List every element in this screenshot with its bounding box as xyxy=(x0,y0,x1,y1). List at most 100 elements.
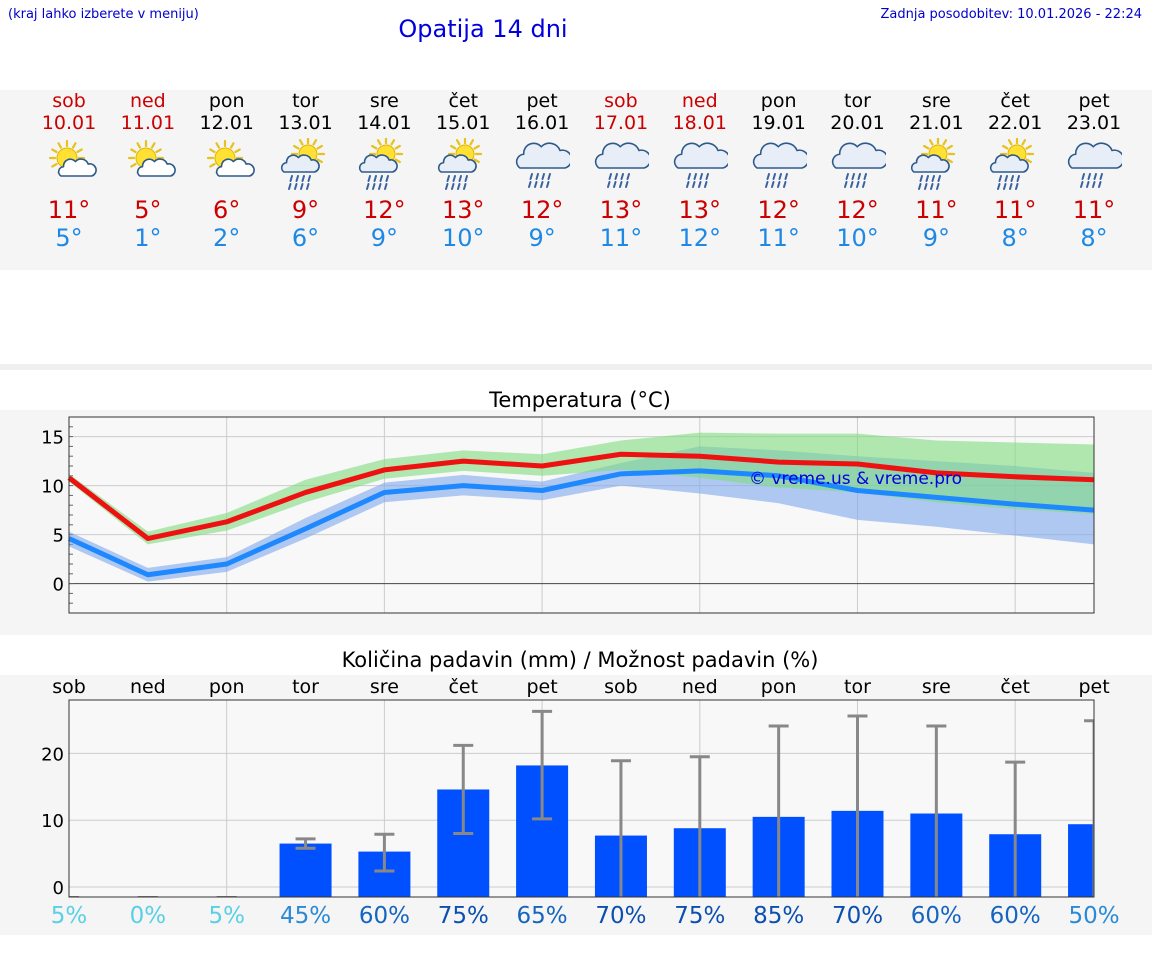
max-temperature: 11° xyxy=(1072,196,1116,224)
precip-chance: 75% xyxy=(437,903,489,929)
cloud-rain-icon xyxy=(673,142,728,188)
precip-chance: 60% xyxy=(358,903,410,929)
precip-day-label: pon xyxy=(209,676,245,698)
day-name: čet xyxy=(1000,90,1030,112)
precip-chance: 65% xyxy=(516,903,568,929)
sun-cloud-rain-icon xyxy=(280,138,325,190)
min-temperature: 8° xyxy=(1080,224,1108,252)
day-name: sre xyxy=(369,90,399,112)
y-tick-label: 0 xyxy=(53,878,64,899)
y-tick-label: 15 xyxy=(41,428,64,449)
max-temperature: 12° xyxy=(836,196,879,224)
day-name: ned xyxy=(681,90,718,112)
day-date: 13.01 xyxy=(278,112,333,134)
forecast-day: sob 10.01 11° 5° xyxy=(30,90,108,252)
max-temperature: 6° xyxy=(213,196,241,224)
precip-chance: 60% xyxy=(989,903,1041,929)
forecast-day: čet 15.01 13° 10° xyxy=(424,90,502,252)
precip-day-label: sre xyxy=(370,676,399,698)
precip-day-label: sob xyxy=(52,676,86,698)
precip-chance: 0% xyxy=(129,903,167,929)
last-updated: Zadnja posodobitev: 10.01.2026 - 22:24 xyxy=(880,7,1142,22)
precip-chance: 5% xyxy=(208,903,245,929)
min-temperature: 12° xyxy=(678,224,722,252)
forecast-day: sre 21.01 11° 9° xyxy=(897,90,975,252)
precip-chance: 45% xyxy=(279,903,332,929)
precip-day-label: pet xyxy=(1078,676,1109,698)
precip-chance: 60% xyxy=(910,903,962,929)
y-tick-label: 10 xyxy=(41,477,64,498)
precip-bar xyxy=(279,843,332,897)
precip-day-label: čet xyxy=(448,676,478,698)
precip-day-label: ned xyxy=(682,676,718,698)
day-name: tor xyxy=(292,90,319,112)
max-temperature: 12° xyxy=(757,196,800,224)
max-temperature: 12° xyxy=(363,196,406,224)
min-temperature: 1° xyxy=(134,224,162,252)
precip-chance: 5% xyxy=(50,903,88,929)
precip-day-label: tor xyxy=(844,676,871,698)
forecast-day: tor 20.01 12° 10° xyxy=(819,90,897,252)
min-temperature: 11° xyxy=(757,224,800,252)
min-temperature: 10° xyxy=(441,224,485,252)
day-name: sob xyxy=(52,90,86,112)
max-temperature: 13° xyxy=(599,196,643,224)
day-name: pet xyxy=(526,90,558,112)
day-date: 22.01 xyxy=(987,112,1043,134)
sun-cloud-rain-icon xyxy=(911,138,956,190)
cloud-rain-icon xyxy=(1067,142,1123,188)
max-temperature: 9° xyxy=(291,196,320,224)
precip-day-label: ned xyxy=(130,676,166,698)
day-name: čet xyxy=(448,90,479,112)
forecast-day: pet 16.01 12° 9° xyxy=(503,90,581,252)
forecast-day: pon 12.01 6° 2° xyxy=(188,90,266,252)
cloud-rain-icon xyxy=(594,142,649,188)
day-name: pet xyxy=(1078,90,1110,112)
day-name: sre xyxy=(921,90,951,112)
forecast-day: tor 13.01 9° 6° xyxy=(267,90,345,252)
cloud-rain-icon xyxy=(515,142,571,188)
max-temperature-line xyxy=(67,451,1095,542)
max-temperature: 12° xyxy=(520,196,564,224)
precip-day-label: tor xyxy=(292,676,319,698)
precip-chance: 70% xyxy=(595,903,647,929)
day-name: pon xyxy=(760,90,797,112)
precip-day-label: sob xyxy=(604,676,638,698)
day-name: sob xyxy=(604,90,638,112)
sun-cloud-rain-icon xyxy=(359,138,404,190)
precip-day-label: pet xyxy=(526,676,557,698)
day-date: 23.01 xyxy=(1066,112,1122,134)
max-temperature: 11° xyxy=(47,196,91,224)
min-temperature-line xyxy=(67,468,1095,578)
precip-bar xyxy=(1068,824,1094,897)
sun-cloud-icon xyxy=(127,139,176,177)
sun-cloud-icon xyxy=(206,139,255,177)
precip-chance: 85% xyxy=(753,903,805,929)
precipitation-chart-title: Količina padavin (mm) / Možnost padavin … xyxy=(341,648,819,672)
day-date: 12.01 xyxy=(199,112,254,134)
min-temperature: 2° xyxy=(213,224,241,252)
precip-chance: 75% xyxy=(674,903,726,929)
day-name: tor xyxy=(844,90,871,112)
sun-cloud-rain-icon xyxy=(438,138,483,190)
precip-day-label: sre xyxy=(922,676,951,698)
forecast-day: pet 23.01 11° 8° xyxy=(1055,90,1133,252)
temperature-chart-title: Temperatura (°C) xyxy=(489,388,671,412)
forecast-day: ned 18.01 13° 12° xyxy=(661,90,739,252)
y-tick-label: 5 xyxy=(53,526,64,547)
day-date: 16.01 xyxy=(514,112,570,134)
min-temperature: 8° xyxy=(1001,224,1029,252)
min-temperature: 9° xyxy=(528,224,556,252)
bar-group xyxy=(69,709,1094,897)
max-temperature: 13° xyxy=(678,196,722,224)
min-temperature: 10° xyxy=(836,224,879,252)
precip-day-label: pon xyxy=(761,676,797,698)
sun-cloud-icon xyxy=(48,139,97,177)
forecast-day: sob 17.01 13° 11° xyxy=(582,90,660,252)
location-menu-hint: (kraj lahko izberete v meniju) xyxy=(8,7,199,22)
y-tick-label: 0 xyxy=(53,575,64,596)
day-date: 20.01 xyxy=(830,112,885,134)
day-date: 11.01 xyxy=(120,112,176,134)
